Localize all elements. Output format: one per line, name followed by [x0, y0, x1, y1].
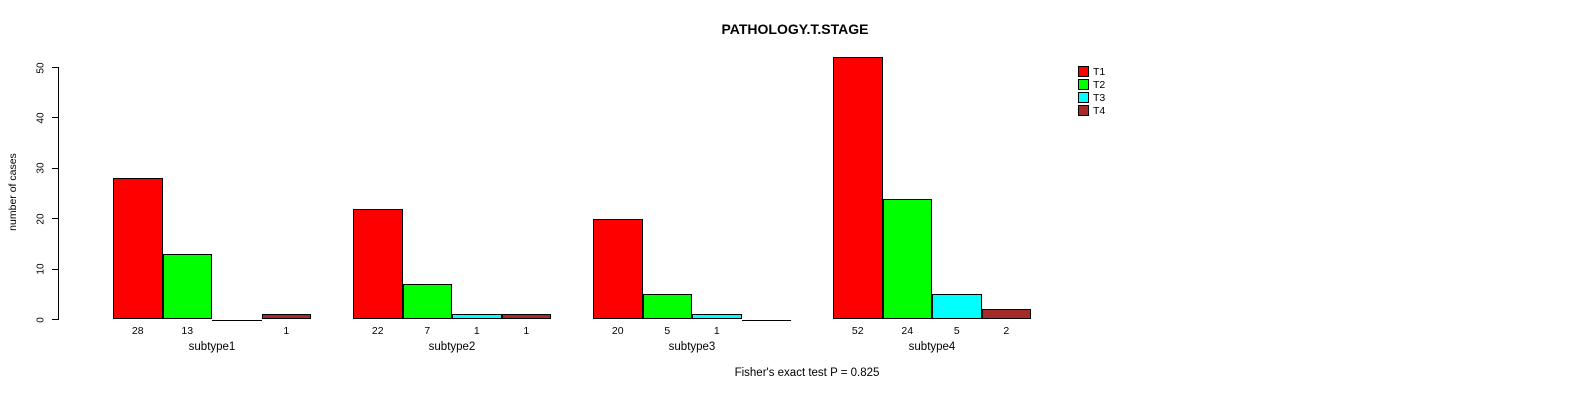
legend-label-T1: T1 — [1093, 65, 1106, 78]
x-category-label-subtype4: subtype4 — [908, 341, 956, 353]
y-tick-label-0: 0 — [35, 316, 47, 323]
bar-subtype4-T2 — [882, 198, 932, 320]
y-tick-10 — [52, 268, 58, 270]
chart-title: PATHOLOGY.T.STAGE — [721, 21, 869, 37]
fisher-test-caption: Fisher's exact test P = 0.825 — [734, 367, 880, 379]
x-category-label-subtype1: subtype1 — [188, 341, 236, 353]
bar-subtype4-T4 — [981, 309, 1031, 320]
x-category-label-subtype2: subtype2 — [428, 341, 476, 353]
legend-swatch-T4 — [1078, 105, 1089, 116]
bar-subtype3-T3 — [692, 314, 742, 320]
bar-value-label-subtype4-T3: 5 — [953, 325, 960, 337]
y-tick-20 — [52, 218, 58, 220]
bar-value-label-subtype4-T4: 2 — [1003, 325, 1010, 337]
y-tick-label-50: 50 — [35, 61, 47, 74]
bar-subtype4-T1 — [833, 57, 883, 320]
bar-value-label-subtype1-T2: 13 — [181, 325, 194, 337]
bar-subtype2-T3 — [452, 314, 502, 320]
bar-subtype1-T2 — [162, 253, 212, 320]
bar-value-label-subtype1-T4: 1 — [283, 325, 290, 337]
bar-value-label-subtype2-T1: 22 — [371, 325, 384, 337]
bar-value-label-subtype1-T1: 28 — [131, 325, 144, 337]
legend-label-T4: T4 — [1093, 104, 1106, 117]
bar-subtype1-T4 — [261, 314, 311, 320]
y-tick-0 — [52, 319, 58, 320]
y-axis-line — [58, 67, 59, 320]
y-tick-label-40: 40 — [35, 112, 47, 124]
bar-subtype3-T2 — [642, 294, 692, 320]
legend-swatch-T3 — [1078, 92, 1089, 103]
bar-value-label-subtype2-T3: 1 — [473, 325, 480, 337]
bar-value-label-subtype3-T3: 1 — [713, 325, 720, 337]
legend-label-T2: T2 — [1093, 78, 1106, 91]
bar-subtype3-T1 — [593, 218, 643, 320]
bar-subtype1-T1 — [113, 178, 163, 320]
y-tick-label-10: 10 — [35, 263, 47, 275]
legend-swatch-T2 — [1078, 79, 1089, 90]
bar-zero-line-subtype1-T3 — [212, 319, 262, 321]
y-tick-30 — [52, 167, 58, 169]
x-category-label-subtype3: subtype3 — [668, 341, 716, 353]
bar-zero-line-subtype3-T4 — [741, 319, 791, 321]
bar-subtype2-T4 — [501, 314, 551, 320]
bar-value-label-subtype4-T1: 52 — [851, 325, 864, 337]
bar-subtype2-T2 — [402, 284, 452, 320]
legend-swatch-T1 — [1078, 66, 1089, 77]
y-tick-50 — [52, 67, 58, 68]
legend-label-T3: T3 — [1093, 91, 1106, 104]
bar-value-label-subtype3-T2: 5 — [664, 325, 671, 337]
bar-value-label-subtype2-T4: 1 — [523, 325, 530, 337]
bar-subtype4-T3 — [932, 294, 982, 320]
bar-value-label-subtype4-T2: 24 — [901, 325, 914, 337]
y-tick-label-20: 20 — [35, 213, 47, 225]
bar-subtype2-T1 — [353, 208, 403, 320]
bar-value-label-subtype3-T1: 20 — [611, 325, 624, 337]
y-tick-label-30: 30 — [35, 162, 47, 174]
y-tick-40 — [52, 117, 58, 119]
bar-value-label-subtype2-T2: 7 — [424, 325, 431, 337]
